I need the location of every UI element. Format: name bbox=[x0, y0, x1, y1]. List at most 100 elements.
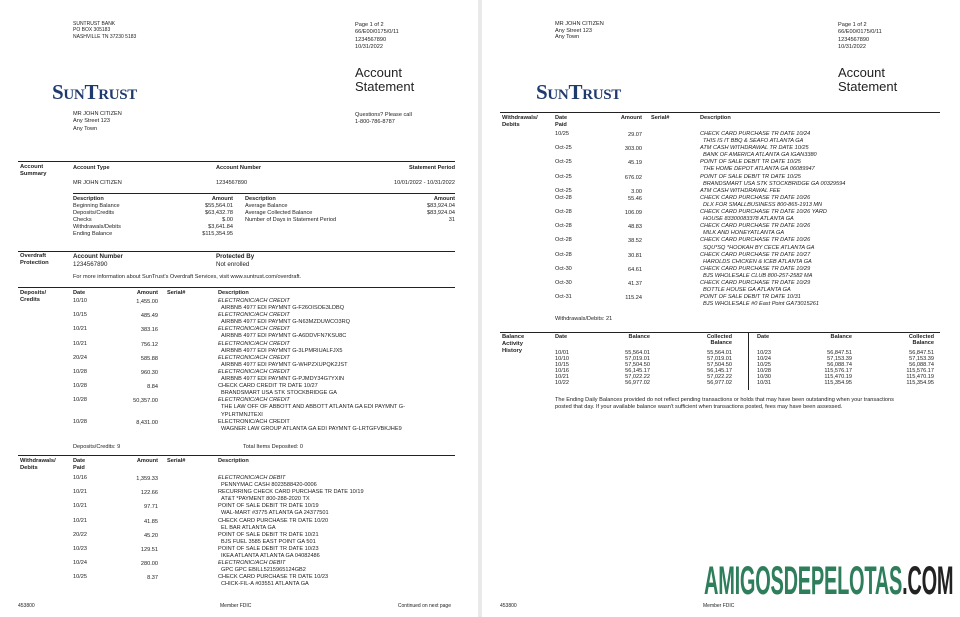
watermark-main: AMIGOSDEPELOTAS bbox=[704, 559, 903, 603]
label-line: Activity bbox=[502, 341, 523, 348]
balance-row: 10/16 56,145.17 56,145.17 bbox=[555, 368, 732, 374]
transaction-date: 10/21 bbox=[73, 326, 87, 333]
transaction-row: Oct-28 55.46 CHECK CARD PURCHASE TR DATE 1… bbox=[555, 195, 935, 209]
statement-date: 10/31/2022 bbox=[355, 43, 383, 50]
transaction-date: Oct-28 bbox=[555, 223, 572, 230]
summary-amount: $83,924.04 bbox=[427, 203, 455, 210]
description-line: ELECTRONIC/ACH CREDIT bbox=[218, 368, 290, 375]
balance-row: 10/24 57,153.39 57,153.39 bbox=[757, 356, 934, 362]
transaction-description: POINT OF SALE DEBIT TR DATE 10/31 BJS WHO… bbox=[700, 294, 935, 308]
summary-row: Ending Balance $115,354.95 bbox=[73, 231, 233, 238]
statement-period-value: 10/01/2022 - 10/31/2022 bbox=[394, 180, 455, 186]
description-header: Description bbox=[218, 458, 249, 464]
balance-date: 10/15 bbox=[555, 362, 569, 368]
description-header: Description bbox=[245, 196, 276, 202]
transaction-description: POINT OF SALE DEBIT TR DATE 10/19 WAL-MAR… bbox=[218, 503, 453, 517]
summary-amount: $83,924.04 bbox=[427, 210, 455, 217]
label-line: Account bbox=[20, 164, 44, 170]
date-header: Date bbox=[555, 115, 568, 121]
transaction-row: Oct-30 41.37 CHECK CARD PURCHASE TR DATE 1… bbox=[555, 280, 935, 294]
section-label-withdrawals: Withdrawals/ Debits bbox=[20, 458, 56, 472]
description-line: ELECTRONIC/ACH CREDIT bbox=[218, 312, 290, 319]
description-line: AIRBNB 4977 EDI PAYMNT G-PJMDY34G7YXIN bbox=[221, 376, 345, 383]
summary-row: Withdrawals/Debits $3,641.84 bbox=[73, 224, 233, 231]
transaction-description: CHECK CARD PURCHASE TR DATE 10/24 THIS IS… bbox=[700, 131, 935, 145]
balance-balance: 57,504.50 bbox=[625, 362, 650, 368]
balance-date: 10/23 bbox=[757, 350, 771, 356]
description-line: YPLRTMNJTEXI bbox=[221, 411, 263, 418]
transaction-amount: 1,359.33 bbox=[136, 476, 158, 482]
bank-address: SUNTRUST BANK PO BOX 305183 NASHVILLE TN… bbox=[73, 21, 136, 40]
transaction-description: CHECK CARD PURCHASE TR DATE 10/26 YARD HO… bbox=[700, 209, 935, 223]
description-line: BJS WHOLESALE #0 East Point GA73015261 bbox=[703, 301, 819, 308]
description-line: BRANDSMART USA STK STOCKBRIDGE GA bbox=[221, 390, 337, 397]
transaction-date: 10/10 bbox=[73, 298, 87, 304]
transaction-date: 10/15 bbox=[73, 312, 87, 319]
page-info: Page 1 of 2 66/E00/0175/0/11 1234567890 … bbox=[838, 22, 882, 51]
transaction-row: 10/10 1,455.00 ELECTRONIC/ACH CREDIT AIRBNB… bbox=[73, 298, 453, 312]
balance-balance: 57,019.01 bbox=[625, 356, 650, 362]
description-line: POINT OF SALE DEBIT TR DATE 10/21 bbox=[218, 531, 319, 538]
summary-label: Withdrawals/Debits bbox=[73, 224, 121, 231]
description-header: Description bbox=[73, 196, 104, 202]
section-label-deposits: Deposits/ Credits bbox=[20, 290, 46, 304]
summary-right-table: Description Amount Average Balance $83,924… bbox=[245, 196, 455, 224]
customer-street: Any Street 123 bbox=[555, 27, 593, 34]
description-line: AIRBNB 4977 EDI PAYMNT G-3LPMRIUALFJX5 bbox=[221, 347, 343, 354]
balance-collected-balance: 56,847.51 bbox=[909, 350, 934, 356]
summary-label: Checks bbox=[73, 217, 92, 224]
account-type-value: MR JOHN CITIZEN bbox=[73, 180, 122, 186]
customer-street: Any Street 123 bbox=[73, 118, 111, 125]
overdraft-account-header: Account Number bbox=[73, 253, 123, 260]
transaction-description: CHECK CARD PURCHASE TR DATE 10/27 HAROLDS… bbox=[700, 252, 935, 266]
transaction-description: CHECK CARD PURCHASE TR DATE 10/26 DLX FOR… bbox=[700, 195, 935, 209]
transaction-description: ELECTRONIC/ACH CREDIT AIRBNB 4977 EDI PAY… bbox=[218, 341, 453, 355]
transaction-amount: 676.02 bbox=[624, 174, 642, 181]
member-fdic: Member FDIC bbox=[220, 603, 252, 609]
watermark: AMIGOSDEPELOTAS.COM bbox=[704, 559, 954, 603]
transaction-description: POINT OF SALE DEBIT TR DATE 10/25 BRANDSM… bbox=[700, 174, 935, 188]
description-line: ELECTRONIC/ACH CREDIT bbox=[218, 340, 290, 347]
description-line: ELECTRONIC/ACH DEBIT bbox=[218, 560, 286, 567]
questions-text: Questions? Please call bbox=[355, 112, 412, 118]
description-line: ELECTRONIC/ACH CREDIT bbox=[218, 418, 290, 425]
balance-row: 10/15 57,504.50 57,504.50 bbox=[555, 362, 732, 368]
balance-date: 10/24 bbox=[757, 356, 771, 362]
balance-row: 10/28 115,576.17 115,576.17 bbox=[757, 368, 934, 374]
divider bbox=[18, 161, 455, 163]
account-number-value: 1234567890 bbox=[216, 180, 248, 186]
balance-balance: 56,847.51 bbox=[827, 350, 852, 356]
label-line: Protection bbox=[20, 260, 49, 267]
description-line: EL BAR ATLANTA GA bbox=[221, 524, 276, 531]
page-number: Page 1 of 2 bbox=[838, 22, 867, 28]
balance-divider bbox=[748, 333, 750, 390]
description-line: CHECK CARD PURCHASE TR DATE 10/26 YARD bbox=[700, 209, 827, 216]
label-line: Withdrawals/ bbox=[502, 115, 538, 121]
description-line: GPC GPC EBILL5215965124GB2 bbox=[221, 567, 306, 574]
transaction-date: 10/28 bbox=[73, 368, 87, 375]
questions-contact: Questions? Please call 1-800-786-8787 bbox=[355, 112, 412, 127]
transaction-row: 10/28 8.84 CHECK CARD CREDIT TR DATE 10/27… bbox=[73, 383, 453, 397]
label-line: Debits bbox=[20, 465, 38, 472]
date-header: Date bbox=[555, 334, 568, 340]
statement-page-1: SUNTRUST BANK PO BOX 305183 NASHVILLE TN… bbox=[0, 0, 478, 617]
title-line: Statement bbox=[838, 79, 898, 94]
transaction-date: Oct-31 bbox=[555, 294, 572, 301]
transaction-date: Oct-25 bbox=[555, 159, 572, 166]
transaction-row: Oct-30 64.61 CHECK CARD PURCHASE TR DATE 1… bbox=[555, 266, 935, 280]
transaction-description: POINT OF SALE DEBIT TR DATE 10/21 BJS FUE… bbox=[218, 532, 453, 546]
summary-amount: $55,564.01 bbox=[205, 203, 233, 210]
section-label-balance-history: Balance Activity History bbox=[502, 334, 524, 355]
continued-note: Continued on next page bbox=[397, 603, 451, 609]
divider bbox=[500, 112, 940, 114]
date-header: Date bbox=[757, 334, 770, 340]
transaction-description: CHECK CARD PURCHASE TR DATE 10/29 BOTTLE … bbox=[700, 280, 935, 294]
transaction-date: 20/22 bbox=[73, 531, 87, 538]
transaction-date: Oct-28 bbox=[555, 237, 572, 244]
transaction-date: Oct-28 bbox=[555, 194, 572, 201]
description-line: BJS WHOLESALE CLUB 800-257-2582 MA bbox=[703, 272, 813, 279]
overdraft-info-link[interactable]: For more information about SunTrust's Ov… bbox=[73, 274, 302, 280]
description-line: BRANDSMART USA STK STOCKBRIDGE GA 003295… bbox=[703, 180, 846, 187]
description-line: WAL-MART #3775 ATLANTA GA 24377501 bbox=[221, 510, 329, 517]
transaction-amount: 41.37 bbox=[628, 280, 642, 287]
